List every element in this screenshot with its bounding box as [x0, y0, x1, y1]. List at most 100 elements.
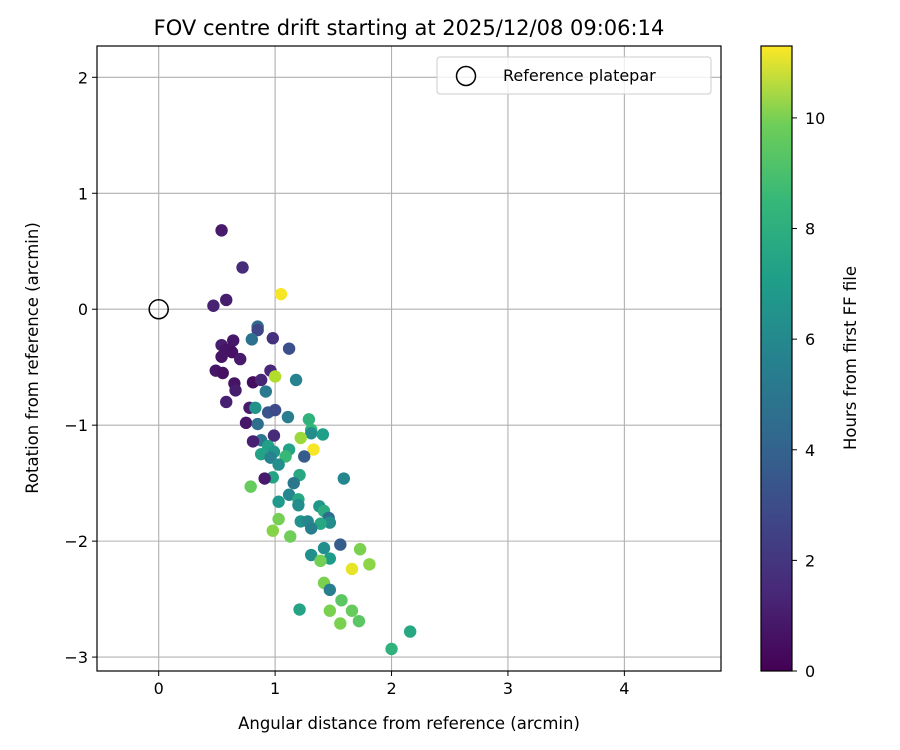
data-point: [345, 604, 359, 617]
data-point: [305, 522, 318, 535]
colorbar-frame: [760, 45, 793, 672]
x-tick-label: 2: [386, 679, 396, 698]
data-point: [244, 480, 257, 493]
chart-title: FOV centre drift starting at 2025/12/08 …: [154, 16, 665, 40]
data-point: [314, 517, 327, 530]
scatter-points: [207, 224, 417, 656]
data-point: [274, 287, 288, 301]
legend-reference-marker: [455, 65, 477, 87]
data-point: [403, 625, 417, 638]
data-point: [259, 385, 273, 398]
colorbar-tick-label: 0: [805, 662, 815, 681]
data-point: [284, 530, 297, 543]
data-point: [298, 450, 311, 463]
data-point: [293, 603, 306, 616]
data-point: [236, 261, 249, 274]
colorbar: 0 2 4 6 8 10 Hours from first FF file: [760, 45, 860, 681]
colorbar-tick-label: 4: [805, 441, 815, 460]
data-point: [281, 410, 295, 424]
data-point: [323, 604, 337, 617]
data-point: [323, 516, 337, 529]
data-point: [323, 583, 337, 597]
colorbar-tick-label: 10: [805, 109, 825, 128]
data-point: [207, 299, 220, 312]
data-point: [316, 428, 330, 441]
legend-entry-reference-platepar: Reference platepar: [503, 66, 656, 85]
data-point: [249, 401, 262, 414]
data-point: [279, 450, 292, 463]
data-point: [220, 395, 233, 409]
data-point: [266, 332, 279, 345]
data-point: [363, 558, 376, 571]
data-point: [289, 373, 303, 387]
data-point: [287, 476, 300, 490]
data-point: [225, 345, 239, 359]
data-point: [245, 333, 259, 346]
data-point: [305, 548, 318, 562]
legend: Reference platepar: [436, 56, 712, 95]
grid: [97, 46, 721, 671]
colorbar-tick-label: 2: [805, 551, 815, 570]
data-point: [337, 472, 351, 485]
axis-ticks: 0 1 2 3 4 −3 −2 −1 0 1 2: [64, 68, 629, 698]
y-axis-label: Rotation from reference (arcmin): [23, 222, 42, 494]
reference-platepar-marker: [148, 298, 169, 320]
data-point: [302, 413, 316, 426]
colorbar-gradient: [761, 46, 792, 671]
data-point: [305, 427, 318, 440]
y-tick-label: −2: [64, 532, 88, 551]
data-point: [335, 594, 348, 607]
data-point: [229, 384, 242, 397]
data-point: [352, 614, 366, 628]
data-point: [246, 435, 260, 448]
data-point: [268, 403, 282, 417]
data-point: [233, 352, 247, 366]
data-point: [266, 524, 279, 537]
x-tick-label: 4: [619, 679, 629, 698]
x-axis-label: Angular distance from reference (arcmin): [238, 714, 580, 733]
data-point: [292, 498, 305, 512]
data-point: [282, 488, 296, 501]
data-point: [334, 617, 347, 630]
data-point: [267, 429, 281, 442]
x-tick-label: 1: [270, 679, 280, 698]
data-point: [345, 562, 359, 576]
data-point: [385, 642, 398, 656]
data-point: [251, 323, 264, 337]
y-tick-label: −1: [64, 416, 88, 435]
data-point: [317, 541, 331, 555]
data-point: [334, 538, 347, 551]
data-point: [215, 350, 228, 363]
colorbar-tick-label: 6: [805, 330, 815, 349]
data-point: [282, 342, 296, 355]
data-point: [258, 472, 271, 485]
data-point: [239, 416, 253, 430]
data-point: [254, 447, 268, 461]
y-tick-label: 2: [78, 68, 88, 87]
colorbar-label: Hours from first FF file: [841, 266, 860, 450]
plot-area: [97, 46, 721, 671]
data-point: [251, 417, 264, 431]
data-point: [272, 458, 285, 471]
data-point: [323, 552, 337, 565]
data-point: [314, 554, 327, 568]
colorbar-ticks: 0 2 4 6 8 10: [792, 109, 825, 681]
data-point: [353, 543, 367, 556]
data-point: [215, 224, 228, 237]
y-tick-label: 0: [78, 300, 88, 319]
x-tick-label: 3: [503, 679, 513, 698]
data-point: [216, 366, 229, 380]
plot-frame: [96, 45, 722, 672]
data-point: [307, 443, 320, 456]
data-point: [272, 495, 285, 508]
data-point: [272, 512, 285, 526]
data-point: [268, 370, 282, 383]
data-point: [254, 373, 268, 387]
data-point: [264, 451, 277, 464]
y-tick-label: −3: [64, 648, 88, 667]
legend-box: [436, 56, 712, 95]
data-point: [220, 293, 233, 307]
y-tick-label: 1: [78, 184, 88, 203]
